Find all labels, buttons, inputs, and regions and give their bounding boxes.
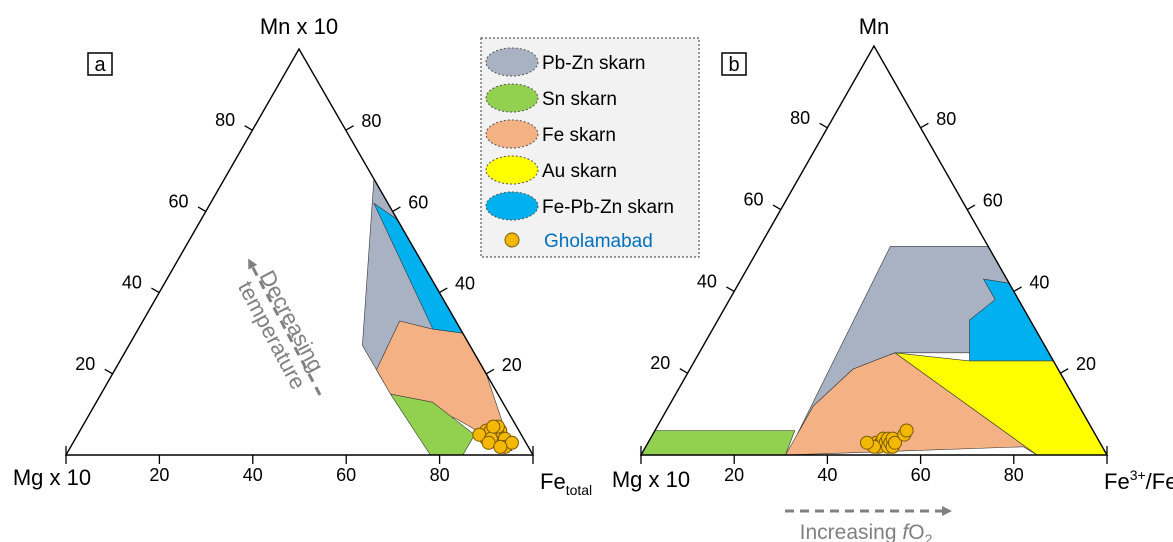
panel-a-tick-mark-right bbox=[345, 125, 354, 131]
panel-a-ticks: 20 40 60 80 20 40 60 80 80 60 40 20 bbox=[65, 110, 534, 485]
panel-a-label-box bbox=[87, 52, 113, 76]
panel-a-tick-mark-right bbox=[485, 368, 495, 375]
panel-a-points bbox=[472, 419, 519, 454]
panel-a-tick-label-left: 20 bbox=[75, 354, 95, 374]
panel-b-sample-point bbox=[899, 423, 914, 438]
legend: Pb-Zn skarn Sn skarn Fe skarn Au skarn Fe-Pb… bbox=[480, 37, 700, 258]
legend-swatch-fe-pb-zn-skarn bbox=[485, 191, 539, 221]
panel-a-sample-point bbox=[481, 435, 496, 450]
panel-b-tick-mark-right bbox=[920, 122, 929, 129]
legend-label-au-skarn: Au skarn bbox=[542, 161, 617, 182]
panel-a-tick-label-right: 60 bbox=[408, 192, 428, 212]
panel-a-axes bbox=[64, 47, 535, 456]
panel-a-sample-point bbox=[505, 435, 519, 450]
legend-swatch-fe-skarn bbox=[485, 119, 539, 149]
panel-a-tick-mark-left bbox=[244, 125, 253, 131]
legend-label-sn-skarn: Sn skarn bbox=[542, 89, 617, 110]
panel-b-tick-label-right: 80 bbox=[936, 109, 956, 129]
increasing-fo2-label: Increasing fO2 bbox=[800, 521, 933, 542]
panel-b-tick-mark-left bbox=[726, 286, 735, 292]
panel-a-tick-label-left: 80 bbox=[215, 110, 235, 130]
panel-a-apex-right-label: Fetotal bbox=[540, 469, 592, 498]
legend-label-pb-zn-skarn: Pb-Zn skarn bbox=[542, 53, 645, 74]
panel-a-tick-label-right: 80 bbox=[361, 111, 381, 131]
panel-b-label-box bbox=[721, 52, 747, 76]
legend-swatch-gholamabad bbox=[504, 232, 520, 248]
panel-a-field-sn-skarn bbox=[389, 393, 475, 456]
panel-b-points bbox=[860, 423, 914, 454]
panel-a-sample-point bbox=[486, 419, 501, 434]
panel-a-tick-mark-left bbox=[104, 368, 113, 375]
panel-b-triangle-outline bbox=[639, 44, 1109, 456]
panel-b-sample-point bbox=[888, 435, 902, 450]
panel-a-tick-mark-left bbox=[151, 287, 160, 294]
panel-b-tick-label-left: 40 bbox=[697, 271, 717, 291]
panel-b-apex-left-label: Mg x 10 bbox=[612, 467, 690, 492]
panel-a-tick-label-bottom: 40 bbox=[243, 465, 263, 485]
panel-b-apex-top-label: Mn bbox=[859, 14, 890, 39]
panel-a-apex-left-label: Mg x 10 bbox=[13, 465, 91, 490]
panel-b-tick-label-bottom: 40 bbox=[817, 465, 837, 485]
panel-a-tick-label-right: 40 bbox=[455, 274, 475, 294]
panel-b-tick-mark-left bbox=[772, 204, 782, 211]
panel-b-tick-mark-right bbox=[1060, 368, 1069, 374]
panel-a-tick-label-bottom: 80 bbox=[430, 465, 450, 485]
panel-b-field-sn-skarn bbox=[640, 430, 796, 456]
panel-b-tick-mark-right bbox=[966, 204, 976, 211]
legend-swatch-pb-zn-skarn bbox=[485, 47, 539, 77]
panel-b-apex-right-label: Fe3+/Fe2+ bbox=[1104, 467, 1173, 494]
panel-b-tick-label-left: 80 bbox=[790, 108, 810, 128]
panel-a-tick-mark-right bbox=[392, 206, 401, 212]
panel-a-triangle-outline bbox=[64, 47, 535, 456]
panel-b-tick-mark-left bbox=[819, 122, 828, 129]
panel-b-tick-label-right: 20 bbox=[1076, 354, 1096, 374]
panel-b-tick-label-bottom: 60 bbox=[911, 465, 931, 485]
panel-b-tick-mark-right bbox=[1013, 286, 1022, 292]
panel-b-axes bbox=[639, 44, 1109, 456]
panel-a-apex-top-label: Mn x 10 bbox=[260, 14, 338, 39]
panel-b-ticks: 20 40 60 80 20 40 60 80 80 60 40 20 bbox=[640, 108, 1108, 485]
legend-swatch-sn-skarn bbox=[485, 83, 539, 113]
panel-a-apex-right-subscript: total bbox=[566, 482, 592, 498]
panel-a-tick-label-left: 60 bbox=[168, 191, 188, 211]
panel-b-sample-point bbox=[860, 435, 874, 450]
panel-a-sample-point bbox=[493, 439, 508, 454]
legend-label-gholamabad: Gholamabad bbox=[544, 231, 653, 252]
panel-b-tick-mark-left bbox=[679, 368, 688, 374]
legend-label-fe-skarn: Fe skarn bbox=[542, 125, 616, 146]
legend-items: Pb-Zn skarn Sn skarn Fe skarn Au skarn Fe-Pb… bbox=[485, 47, 674, 252]
panel-a-fields bbox=[362, 177, 529, 456]
panel-a-tick-label-left: 40 bbox=[122, 273, 142, 293]
panel-a-label: a bbox=[94, 54, 106, 76]
panel-b-tick-label-left: 60 bbox=[743, 190, 763, 210]
panel-a-tick-label-right: 20 bbox=[502, 355, 522, 375]
decreasing-temperature-arrow bbox=[248, 258, 322, 396]
panel-b: 20 40 60 80 20 40 60 80 80 60 40 20 b Mn Mg x 10 Fe… bbox=[612, 14, 1173, 542]
panel-b-tick-label-bottom: 80 bbox=[1004, 465, 1024, 485]
panel-b-tick-label-right: 60 bbox=[983, 191, 1003, 211]
panel-a-apex-right-main: Fe bbox=[540, 469, 566, 494]
legend-label-fe-pb-zn-skarn: Fe-Pb-Zn skarn bbox=[542, 197, 674, 218]
panel-a-tick-mark-left bbox=[197, 206, 207, 212]
legend-swatch-au-skarn bbox=[485, 155, 539, 185]
panel-a-tick-label-bottom: 60 bbox=[336, 465, 356, 485]
panel-a-tick-mark-right bbox=[439, 287, 448, 294]
panel-b-tick-label-right: 40 bbox=[1029, 272, 1049, 292]
panel-b-tick-label-bottom: 20 bbox=[724, 465, 744, 485]
decreasing-temperature-label: Decreasing temperature bbox=[233, 266, 332, 394]
panel-a-tick-label-bottom: 20 bbox=[149, 465, 169, 485]
panel-b-tick-label-left: 20 bbox=[650, 353, 670, 373]
panel-b-label: b bbox=[728, 54, 739, 76]
